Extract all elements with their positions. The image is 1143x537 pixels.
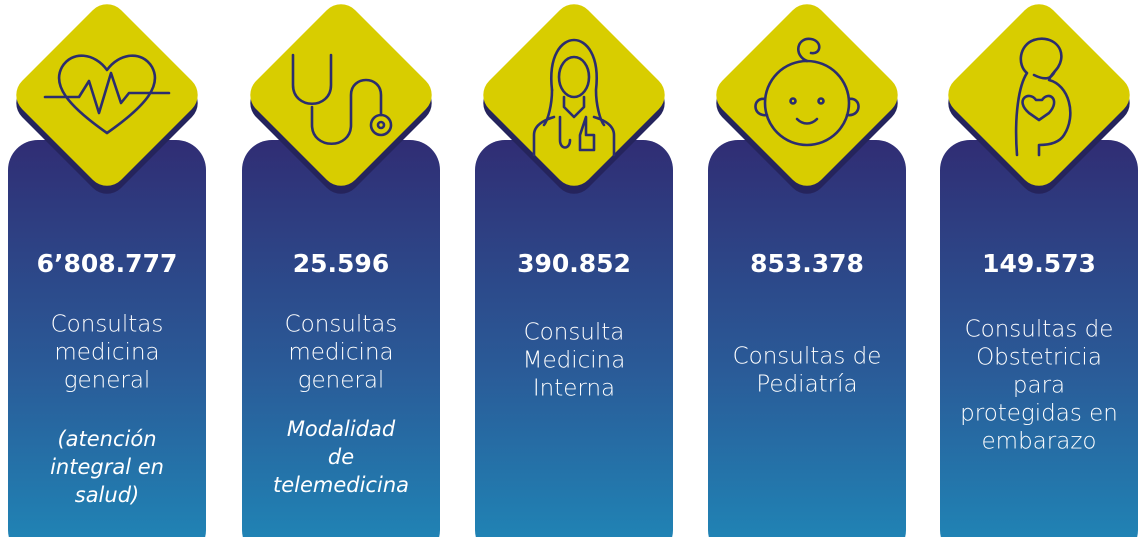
card-value: 390.852	[517, 249, 631, 278]
card-background	[708, 140, 906, 537]
card-label: Medicina	[523, 348, 626, 374]
card-background	[242, 140, 440, 537]
card-note: de	[328, 445, 354, 469]
card: 149.573 Consultas deObstetriciaparaproteg…	[940, 4, 1138, 537]
icon	[43, 54, 171, 135]
diamond	[716, 4, 898, 186]
card-background	[940, 140, 1138, 537]
card-label: embarazo	[982, 429, 1097, 455]
icon-stroke	[550, 38, 606, 127]
icon-stroke	[797, 37, 821, 63]
card-label: Consultas	[285, 312, 398, 338]
icon	[1014, 37, 1072, 157]
card-label: medicina	[54, 340, 159, 366]
icon-stroke	[557, 55, 591, 99]
card-value: 25.596	[293, 249, 389, 278]
card-label: para	[1013, 373, 1065, 399]
card-value: 6’808.777	[37, 249, 178, 278]
icon-stroke	[532, 115, 616, 157]
icon-stroke	[542, 88, 554, 127]
diamond	[948, 4, 1130, 186]
diamond	[250, 4, 432, 186]
icon-stroke	[558, 115, 596, 152]
card-value: 853.378	[750, 249, 864, 278]
card-background	[8, 140, 206, 537]
icon-stroke	[376, 120, 386, 130]
card-note: salud)	[75, 483, 139, 507]
card-label: medicina	[288, 340, 393, 366]
card-note: integral en	[50, 455, 164, 479]
icon-stroke	[562, 95, 586, 119]
diamond	[483, 4, 665, 186]
card-label: Interna	[533, 376, 615, 402]
icon-stroke	[795, 117, 819, 125]
card-label: Pediatría	[756, 372, 857, 398]
card-label: Consulta	[524, 320, 625, 346]
icon	[754, 37, 860, 147]
diamond	[16, 4, 198, 186]
card-note: telemedicina	[273, 473, 409, 497]
icon	[291, 53, 393, 146]
card-label: Obstetricia	[976, 345, 1102, 371]
icon	[532, 38, 616, 157]
card-label: Consultas de	[733, 344, 882, 370]
icon-stroke	[57, 54, 157, 135]
icon-stroke	[1032, 37, 1072, 157]
icon-stroke	[754, 97, 860, 117]
icon-stroke	[369, 113, 393, 137]
card-note: (atención	[57, 427, 156, 451]
card-background	[475, 140, 673, 537]
icon-stroke	[817, 97, 825, 105]
icon-stroke	[1021, 94, 1056, 122]
card-label: general	[298, 368, 385, 394]
icon-stroke	[291, 53, 333, 106]
icon-stroke	[1014, 38, 1036, 157]
icon-stroke	[43, 71, 171, 115]
card-label: Consultas	[51, 312, 164, 338]
card-label: protegidas en	[960, 401, 1118, 427]
icon-stroke	[789, 97, 797, 105]
icon-stroke	[1032, 69, 1057, 80]
card-label: Consultas de	[965, 317, 1114, 343]
card-note: Modalidad	[287, 417, 396, 441]
icon-stroke	[310, 78, 383, 146]
card-label: general	[64, 368, 151, 394]
card-value: 149.573	[982, 249, 1096, 278]
